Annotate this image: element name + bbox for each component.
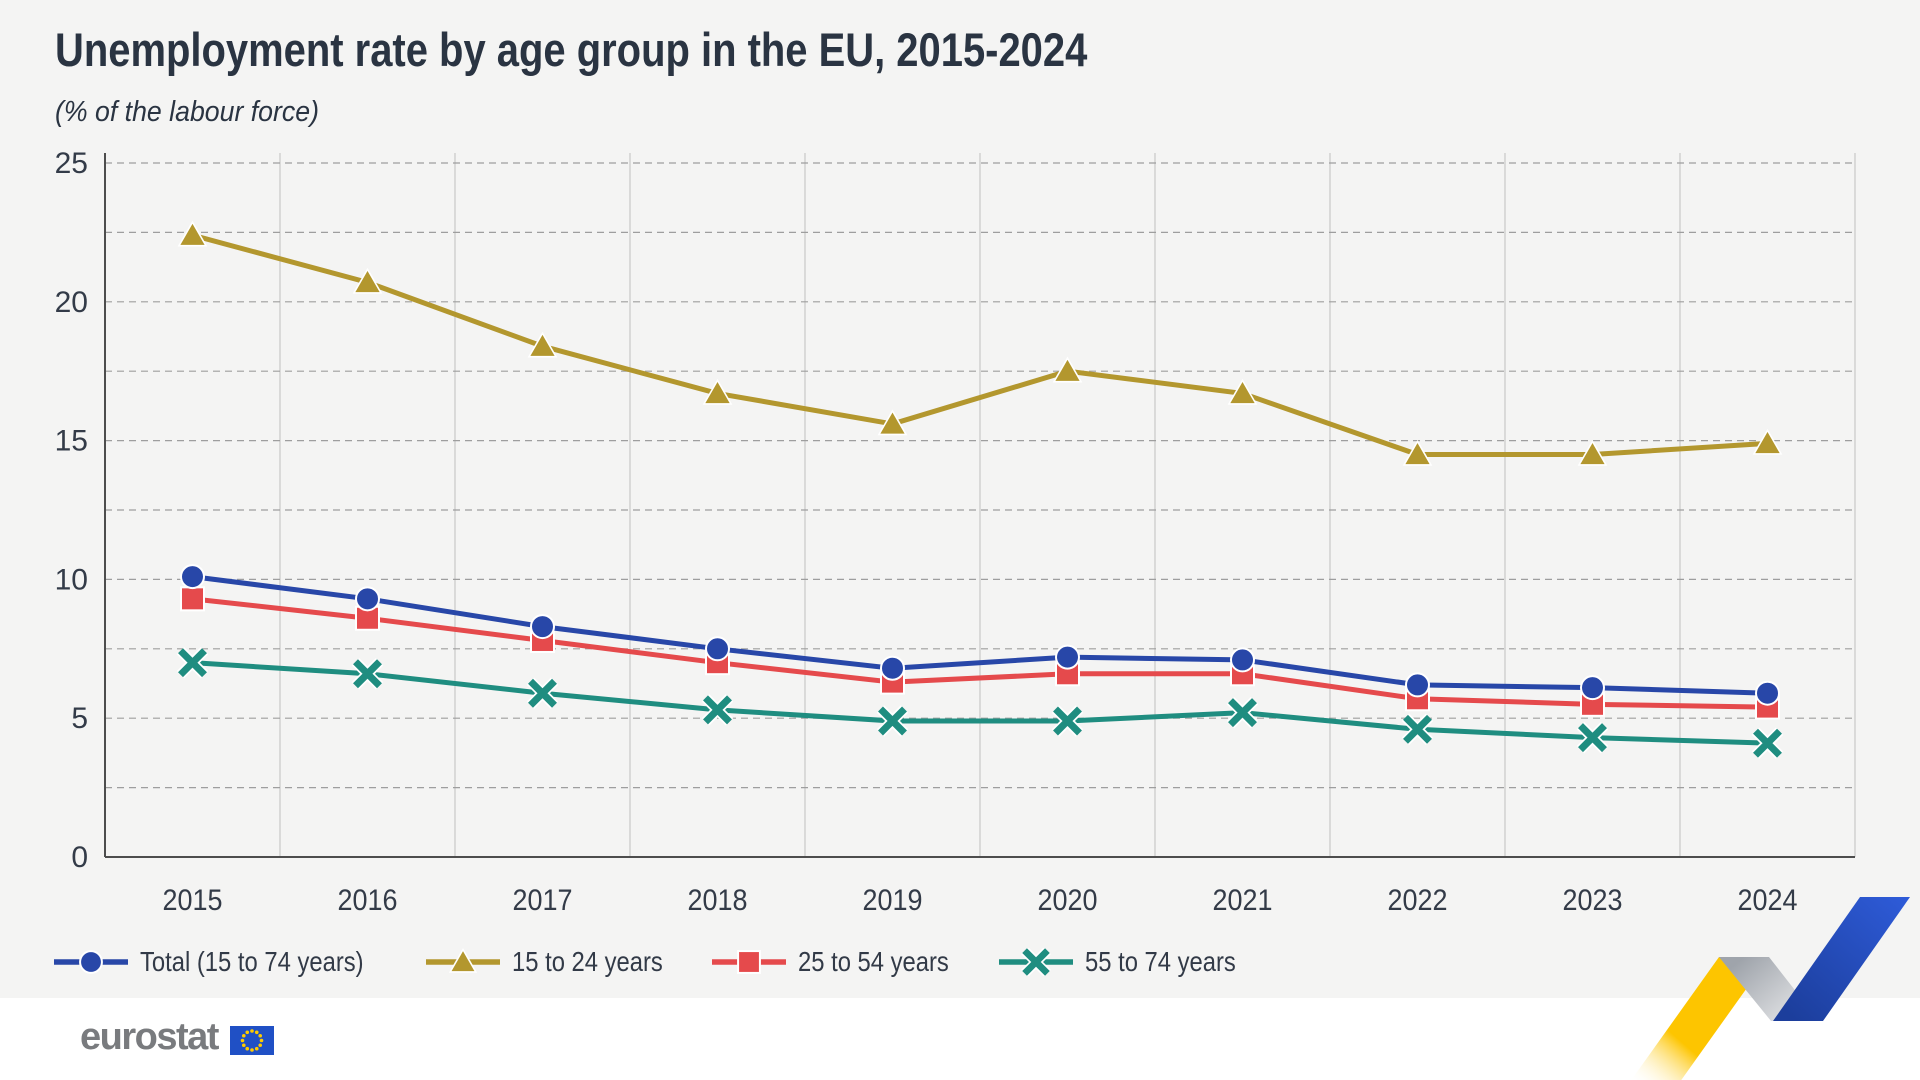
x-axis-year-label: 2019 bbox=[863, 884, 923, 917]
legend-label: 55 to 74 years bbox=[1084, 946, 1236, 977]
x-axis-year-label: 2016 bbox=[338, 884, 398, 917]
y-axis-tick-label: 10 bbox=[55, 563, 88, 596]
chart-title-text: Unemployment rate by age group in the EU… bbox=[55, 23, 1088, 76]
legend-label: Total (15 to 74 years) bbox=[140, 946, 364, 977]
y-axis-tick-label: 25 bbox=[55, 147, 88, 180]
x-axis-year-label: 2024 bbox=[1738, 884, 1798, 917]
chart-title: Unemployment rate by age group in the EU… bbox=[55, 22, 1270, 77]
x-axis-year-label: 2021 bbox=[1213, 884, 1273, 917]
chart-subtitle: (% of the labour force) bbox=[55, 96, 342, 129]
series-circle bbox=[180, 564, 1780, 706]
x-axis-year-label: 2022 bbox=[1388, 884, 1448, 917]
x-axis-year-label: 2018 bbox=[688, 884, 748, 917]
legend-label: 25 to 54 years bbox=[798, 946, 950, 977]
x-axis-year-label: 2017 bbox=[513, 884, 573, 917]
legend-item: Total (15 to 74 years) bbox=[53, 946, 403, 978]
legend-swatch-xmark bbox=[998, 948, 1073, 976]
legend-item: 55 to 74 years bbox=[998, 946, 1262, 978]
x-axis-year-label: 2015 bbox=[163, 884, 223, 917]
y-axis-tick-label: 5 bbox=[71, 702, 88, 735]
legend-label: 15 to 24 years bbox=[512, 946, 663, 977]
chart-panel-background bbox=[0, 0, 1920, 998]
series-triangle bbox=[177, 220, 1783, 466]
y-axis-tick-label: 15 bbox=[55, 425, 88, 458]
legend-swatch-circle bbox=[54, 950, 128, 974]
y-axis-tick-label: 20 bbox=[55, 286, 88, 319]
eurostat-wordmark: eurostat bbox=[80, 1016, 219, 1058]
chart-subtitle-text: (% of the labour force) bbox=[55, 96, 319, 128]
chart-legend: Total (15 to 74 years) 15 to 24 years 25 t… bbox=[53, 938, 1262, 986]
legend-swatch-square bbox=[712, 950, 787, 974]
ribbon-decoration bbox=[1631, 897, 1910, 1080]
legend-swatch-triangle bbox=[426, 948, 501, 973]
x-axis-year-label: 2023 bbox=[1563, 884, 1623, 917]
y-axis-tick-label: 0 bbox=[71, 841, 88, 874]
x-axis-year-label: 2020 bbox=[1038, 884, 1098, 917]
series-xmark bbox=[176, 646, 1784, 759]
eurostat-logo: eurostat bbox=[80, 1018, 274, 1056]
legend-item: 15 to 24 years bbox=[425, 946, 689, 978]
eu-flag-icon bbox=[229, 1026, 274, 1055]
legend-item: 25 to 54 years bbox=[711, 946, 975, 978]
